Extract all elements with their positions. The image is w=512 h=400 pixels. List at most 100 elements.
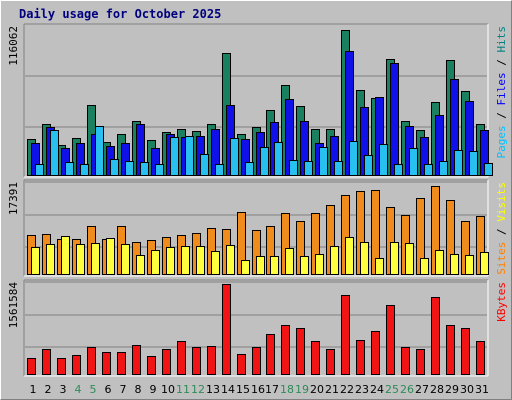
day-label-2: 2 — [45, 383, 52, 396]
bar-kbytes-day-22 — [341, 295, 350, 375]
bar-pages-day-18 — [289, 160, 298, 176]
bar-sites-day-15 — [241, 260, 250, 275]
bar-kbytes-day-20 — [311, 341, 320, 375]
day-label-12: 12 — [191, 383, 205, 396]
day-label-20: 20 — [310, 383, 324, 396]
bar-pages-day-1 — [35, 164, 44, 176]
day-label-5: 5 — [90, 383, 97, 396]
day-label-31: 31 — [475, 383, 489, 396]
bar-pages-day-11 — [185, 136, 194, 176]
bar-pages-day-26 — [409, 148, 418, 176]
bar-pages-day-7 — [125, 161, 134, 176]
series-kbytes — [27, 284, 485, 375]
day-label-21: 21 — [325, 383, 339, 396]
bar-pages-day-19 — [304, 161, 313, 176]
bar-sites-day-2 — [46, 244, 55, 275]
bar-sites-day-23 — [360, 242, 369, 275]
day-label-13: 13 — [206, 383, 220, 396]
bar-kbytes-day-2 — [42, 349, 51, 375]
legend-item: Sites — [495, 242, 508, 275]
bar-sites-day-31 — [480, 252, 489, 275]
bar-kbytes-day-10 — [162, 349, 171, 375]
legend-item: / — [495, 106, 508, 126]
bar-kbytes-day-24 — [371, 331, 380, 375]
day-labels: 1 2 3 4 5 6 7 8 9 10 11 12 13 14 15 16 17 18 19 20 21 22 23 24 2… — [30, 383, 490, 396]
bar-pages-day-24 — [379, 144, 388, 176]
bar-kbytes-day-18 — [281, 325, 290, 375]
day-label-8: 8 — [135, 383, 142, 396]
bar-sites-day-5 — [91, 243, 100, 275]
bar-kbytes-day-16 — [252, 347, 261, 375]
bar-sites-day-3 — [61, 236, 70, 275]
bar-kbytes-day-9 — [147, 356, 156, 375]
bar-pages-day-25 — [394, 164, 403, 176]
day-label-3: 3 — [60, 383, 67, 396]
day-label-15: 15 — [236, 383, 250, 396]
bar-kbytes-day-4 — [72, 355, 81, 375]
panels: 116062 Pages / Files / Hits 17391 Sites / V… — [7, 23, 508, 377]
bar-kbytes-day-29 — [446, 325, 455, 375]
bar-sites-day-25 — [390, 242, 399, 275]
bar-sites-day-21 — [330, 246, 339, 275]
bar-pages-day-22 — [349, 141, 358, 176]
bar-pages-day-29 — [454, 150, 463, 176]
day-label-11: 11 — [176, 383, 190, 396]
bar-sites-day-1 — [31, 247, 40, 275]
bar-pages-day-21 — [334, 161, 343, 176]
bar-sites-day-14 — [226, 245, 235, 275]
bar-sites-day-16 — [256, 256, 265, 275]
bar-kbytes-day-1 — [27, 358, 36, 375]
bar-kbytes-day-31 — [476, 341, 485, 375]
bar-pages-day-5 — [95, 126, 104, 176]
bar-kbytes-day-12 — [192, 347, 201, 375]
bar-kbytes-day-28 — [431, 297, 440, 375]
bar-sites-day-7 — [121, 244, 130, 275]
bar-pages-day-2 — [50, 130, 59, 176]
bar-kbytes-day-3 — [57, 358, 66, 375]
legend-visits-sites: Sites / Visits — [495, 182, 508, 275]
bar-kbytes-day-26 — [401, 347, 410, 375]
series-pages — [35, 126, 493, 176]
bar-sites-day-29 — [450, 254, 459, 275]
bar-kbytes-day-23 — [356, 340, 365, 375]
legend-hits-files-pages: Pages / Files / Hits — [495, 26, 508, 159]
day-label-27: 27 — [415, 383, 429, 396]
day-label-29: 29 — [445, 383, 459, 396]
bar-kbytes-day-13 — [207, 346, 216, 375]
day-label-30: 30 — [460, 383, 474, 396]
panel-kbytes: 1561584 KBytes — [7, 279, 508, 377]
day-label-10: 10 — [161, 383, 175, 396]
bar-sites-day-19 — [300, 256, 309, 275]
legend-item: Files — [495, 72, 508, 105]
bar-pages-day-13 — [215, 164, 224, 176]
day-label-16: 16 — [251, 383, 265, 396]
bar-pages-day-17 — [274, 142, 283, 176]
day-label-18: 18 — [280, 383, 294, 396]
bar-pages-day-6 — [110, 159, 119, 176]
bar-sites-day-28 — [435, 250, 444, 275]
legend-item: Visits — [495, 182, 508, 222]
panel-hits-files-pages: 116062 Pages / Files / Hits — [7, 23, 508, 178]
bar-sites-day-11 — [181, 246, 190, 275]
day-label-19: 19 — [295, 383, 309, 396]
bar-pages-day-16 — [260, 147, 269, 176]
bar-files-day-25 — [390, 63, 399, 176]
bar-kbytes-day-14 — [222, 284, 231, 375]
y-max-label: 116062 — [7, 26, 20, 66]
bar-pages-day-12 — [200, 154, 209, 176]
day-label-24: 24 — [370, 383, 384, 396]
bar-pages-day-14 — [230, 138, 239, 176]
day-label-25: 25 — [385, 383, 399, 396]
chart-title: Daily usage for October 2025 — [19, 7, 221, 21]
bar-sites-day-20 — [315, 254, 324, 275]
bar-pages-day-23 — [364, 155, 373, 176]
bar-sites-day-26 — [405, 243, 414, 275]
bar-kbytes-day-5 — [87, 347, 96, 375]
bar-sites-day-10 — [166, 247, 175, 275]
bar-pages-day-10 — [170, 137, 179, 176]
bar-sites-day-30 — [465, 255, 474, 275]
bar-pages-day-27 — [424, 164, 433, 176]
bar-kbytes-day-17 — [266, 334, 275, 375]
bar-kbytes-day-6 — [102, 352, 111, 375]
